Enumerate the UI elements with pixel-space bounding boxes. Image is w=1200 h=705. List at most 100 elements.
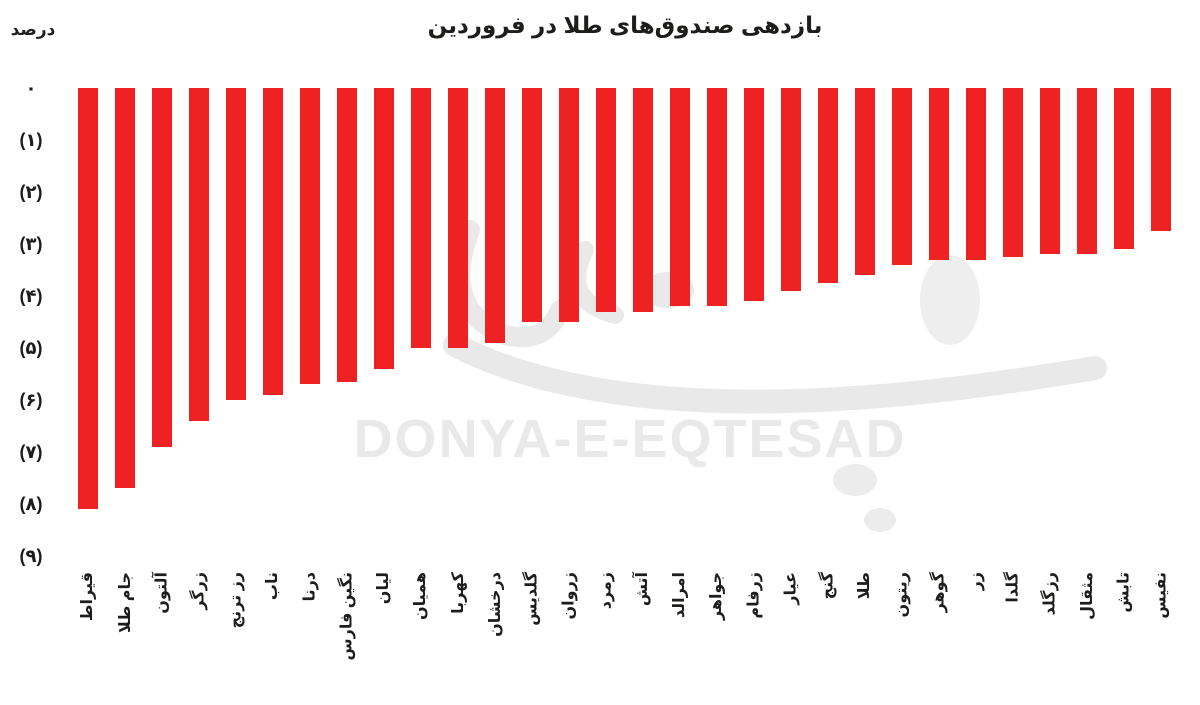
x-category-cell: تابش <box>1106 572 1143 705</box>
x-category-label: گنج <box>819 572 837 600</box>
x-category-label: نفیس <box>1152 572 1170 619</box>
x-category-label: زمرد <box>597 572 615 610</box>
x-category-cell: ناب <box>255 572 292 705</box>
x-category-cell: درخشان <box>477 572 514 705</box>
x-category-label: جواهر <box>708 572 726 621</box>
x-category-label: درنا <box>301 572 319 602</box>
bar-3 <box>189 88 209 421</box>
x-category-label: زرفام <box>745 572 763 619</box>
x-category-cell: ریتون <box>884 572 921 705</box>
x-category-label: رزگلد <box>1041 572 1059 616</box>
bar-28 <box>1114 88 1134 249</box>
x-category-label: رز ترنج <box>227 572 245 629</box>
y-tick-label: (۵) <box>19 338 43 358</box>
x-category-cell: زرفام <box>736 572 773 705</box>
x-category-label: آلتون <box>153 572 171 614</box>
bar-18 <box>744 88 764 301</box>
x-category-cell: گنج <box>810 572 847 705</box>
x-category-cell: مثقال <box>1069 572 1106 705</box>
x-category-label: گوهر <box>930 572 948 613</box>
x-category-label: درخشان <box>486 572 504 637</box>
x-category-cell: گلدا <box>995 572 1032 705</box>
y-tick-label: (۸) <box>19 494 43 514</box>
bar-14 <box>596 88 616 312</box>
bar-19 <box>781 88 801 291</box>
bar-16 <box>670 88 690 306</box>
x-category-label: ریتون <box>893 572 911 618</box>
x-category-cell: درنا <box>292 572 329 705</box>
bar-6 <box>300 88 320 384</box>
bar-26 <box>1040 88 1060 254</box>
x-category-label: نگین فارس <box>338 572 356 661</box>
x-category-label: عیار <box>782 572 800 605</box>
y-tick-label: ۰ <box>25 78 37 98</box>
watermark-latin-text: DONYA-E-EQTESAD <box>353 409 907 469</box>
x-category-label: لیان <box>375 572 393 605</box>
bar-17 <box>707 88 727 306</box>
x-category-cell: قیراط <box>70 572 107 705</box>
y-tick-label: (۱) <box>19 130 43 150</box>
bar-11 <box>485 88 505 343</box>
x-category-cell: نگین فارس <box>329 572 366 705</box>
x-category-cell: زمرد <box>588 572 625 705</box>
x-category-cell: همیان <box>403 572 440 705</box>
bar-2 <box>152 88 172 447</box>
x-category-label: تابش <box>1115 572 1133 613</box>
bar-27 <box>1077 88 1097 254</box>
bar-4 <box>226 88 246 400</box>
x-category-cell: امرالد <box>662 572 699 705</box>
y-tick-label: (۷) <box>19 442 43 462</box>
x-category-label: آتش <box>634 572 652 607</box>
x-category-cell: زرگر <box>181 572 218 705</box>
y-tick-label: (۲) <box>19 182 43 202</box>
chart-title: بازدهی صندوق‌های طلا در فروردین <box>427 12 823 38</box>
bar-29 <box>1151 88 1171 231</box>
bar-8 <box>374 88 394 369</box>
bar-24 <box>966 88 986 260</box>
x-category-cell: رز ترنج <box>218 572 255 705</box>
bar-0 <box>78 88 98 509</box>
x-category-cell: گوهر <box>921 572 958 705</box>
y-tick-label: (۴) <box>19 286 43 306</box>
x-category-cell: زروان <box>551 572 588 705</box>
x-category-label: زرگر <box>190 572 208 610</box>
y-axis-unit-label: درصد <box>10 20 56 39</box>
bar-7 <box>337 88 357 382</box>
y-tick-label: (۳) <box>19 234 43 254</box>
bar-20 <box>818 88 838 283</box>
x-category-label: کهربا <box>449 572 467 614</box>
bar-1 <box>115 88 135 488</box>
x-category-cell: جام طلا <box>107 572 144 705</box>
x-category-cell: لیان <box>366 572 403 705</box>
x-category-cell: عیار <box>773 572 810 705</box>
bar-25 <box>1003 88 1023 257</box>
x-category-label: زروان <box>560 572 578 620</box>
bar-12 <box>522 88 542 322</box>
x-category-label: همیان <box>412 572 430 621</box>
x-category-label: طلا <box>856 572 874 600</box>
x-category-cell: زر <box>958 572 995 705</box>
bar-9 <box>411 88 431 348</box>
x-category-label: زر <box>967 572 985 591</box>
x-category-label: گلدیس <box>523 572 541 626</box>
bar-23 <box>929 88 949 260</box>
x-category-label: مثقال <box>1078 572 1096 620</box>
x-category-cell: نفیس <box>1143 572 1180 705</box>
x-category-label: جام طلا <box>116 572 134 633</box>
x-category-label: ناب <box>264 572 282 601</box>
x-category-label: امرالد <box>671 572 689 619</box>
x-category-cell: طلا <box>847 572 884 705</box>
y-tick-label: (۶) <box>19 390 43 410</box>
bar-21 <box>855 88 875 275</box>
bar-10 <box>448 88 468 348</box>
bar-13 <box>559 88 579 322</box>
x-category-cell: رزگلد <box>1032 572 1069 705</box>
x-category-cell: جواهر <box>699 572 736 705</box>
x-category-cell: آلتون <box>144 572 181 705</box>
bar-15 <box>633 88 653 312</box>
x-category-cell: آتش <box>625 572 662 705</box>
bar-22 <box>892 88 912 265</box>
bar-5 <box>263 88 283 395</box>
x-category-label: گلدا <box>1004 572 1022 603</box>
